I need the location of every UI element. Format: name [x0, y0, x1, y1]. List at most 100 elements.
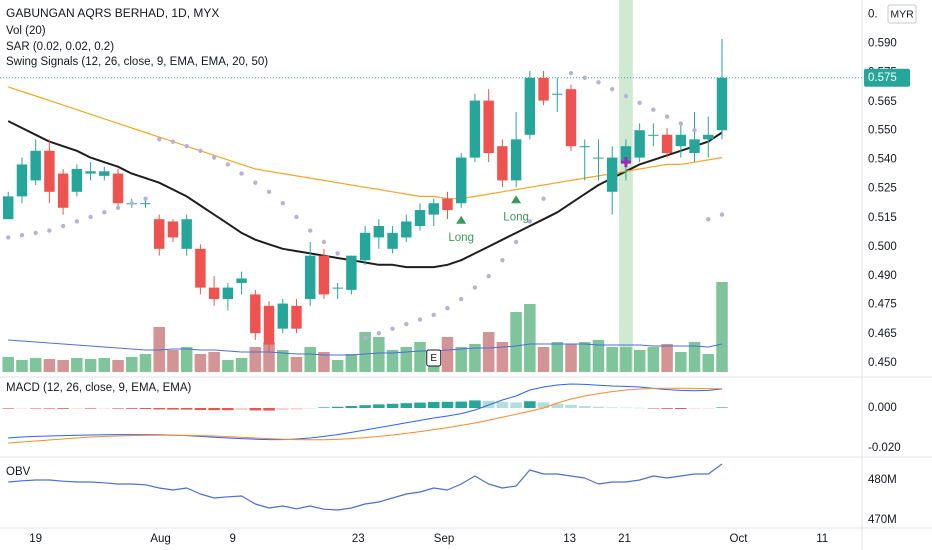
candle-body: [675, 134, 687, 147]
volume-bar: [414, 342, 426, 372]
sar-dot: [513, 239, 519, 245]
macd-histogram-bar: [469, 400, 481, 408]
volume-bar: [71, 358, 83, 372]
x-tick-label: 11: [816, 533, 828, 545]
sar-dot: [102, 210, 107, 215]
volume-bar: [359, 332, 371, 372]
candle-body: [661, 134, 673, 154]
candle-body: [181, 219, 192, 249]
volume-bar: [57, 360, 69, 372]
sar-dot: [651, 107, 656, 112]
macd-histogram-bar: [716, 407, 728, 408]
sar-dot: [692, 128, 697, 133]
sar-dot: [225, 162, 231, 167]
candle-body: [277, 303, 288, 329]
candle-body: [387, 232, 398, 249]
volume-bar: [716, 282, 728, 372]
volume-ma-line: [8, 339, 723, 356]
macd-histogram-bar: [675, 408, 687, 409]
sar-dot: [129, 201, 134, 206]
volume-bar: [400, 347, 413, 372]
volume-bar: [304, 347, 316, 372]
y-tick-label: 480M: [868, 474, 897, 486]
sar-dot: [60, 223, 66, 229]
candle-body: [414, 210, 426, 227]
volume-bar: [633, 350, 646, 372]
volume-bar: [2, 357, 15, 372]
volume-bar: [235, 358, 248, 372]
candle-body: [140, 203, 151, 205]
sar-dot: [321, 239, 327, 245]
volume-bar: [441, 337, 454, 372]
candle-body: [593, 157, 604, 159]
macd-histogram-bar: [688, 408, 701, 409]
macd-histogram-bar: [222, 408, 234, 411]
candle-body: [497, 146, 508, 181]
sar-dot: [609, 86, 615, 92]
candle-body: [648, 134, 659, 136]
y-tick-label: 0.: [868, 9, 878, 21]
sar-dot: [88, 214, 93, 220]
volume-bar: [537, 347, 550, 372]
macd-histogram-bar: [592, 406, 605, 408]
macd-histogram-bar: [43, 408, 56, 409]
macd-histogram-bar: [345, 406, 358, 408]
volume-bar: [510, 312, 522, 372]
candle-body: [442, 198, 453, 211]
candle-body: [30, 150, 41, 181]
macd-histogram-bar: [84, 408, 97, 409]
volume-bar: [565, 344, 577, 372]
signal-label: Long: [503, 211, 529, 223]
volume-bar: [551, 342, 564, 372]
indicator-label: OBV: [6, 466, 31, 478]
candle-body: [3, 196, 14, 220]
macd-histogram-bar: [139, 408, 152, 409]
macd-histogram-bar: [112, 408, 124, 409]
sar-dot: [6, 235, 11, 240]
candle-body: [99, 171, 110, 176]
y-tick-label: 0.590: [868, 38, 897, 50]
volume-bar: [263, 342, 275, 372]
x-tick-label: 19: [29, 533, 42, 545]
sar-dot: [335, 251, 340, 256]
candle-body: [167, 221, 179, 238]
candle-body: [579, 146, 590, 148]
currency-box: [887, 4, 917, 24]
candle-body: [57, 173, 69, 208]
macd-histogram-bar: [551, 403, 564, 408]
cross-signal: [620, 157, 631, 168]
macd-histogram-bar: [57, 408, 69, 409]
sar-dot: [541, 196, 546, 201]
sar-dot: [47, 228, 52, 233]
sar-dot: [417, 317, 423, 322]
y-tick-label: 0.465: [868, 328, 897, 340]
candle-body: [318, 255, 330, 295]
volume-bar: [578, 342, 591, 372]
macd-histogram-bar: [167, 408, 179, 410]
volume-bar: [647, 347, 660, 372]
sar-dot: [362, 335, 368, 340]
volume-bar: [222, 360, 234, 372]
x-tick-label: Sep: [434, 533, 454, 545]
candle-body: [620, 146, 632, 163]
event-marker: [426, 349, 442, 367]
candle-body: [634, 130, 645, 158]
macd-histogram-bar: [71, 408, 83, 409]
volume-bar: [112, 360, 124, 372]
macd-histogram-bar: [496, 402, 509, 408]
indicator-label: SAR (0.02, 0.02, 0.2): [6, 41, 114, 53]
y-tick-label: 0.540: [868, 154, 897, 166]
volume-bar: [194, 354, 207, 372]
macd-histogram-bar: [386, 403, 399, 408]
volume-bar: [139, 354, 152, 372]
candle-body: [689, 139, 700, 154]
candle-body: [332, 287, 343, 289]
sar-dot: [404, 321, 409, 327]
volume-bar: [373, 337, 385, 372]
volume-bar: [661, 344, 673, 372]
volume-bar: [592, 340, 605, 372]
candle-body: [154, 219, 165, 249]
macd-histogram-bar: [537, 402, 550, 408]
sar-dot: [596, 80, 601, 85]
sar-dot: [637, 100, 642, 106]
